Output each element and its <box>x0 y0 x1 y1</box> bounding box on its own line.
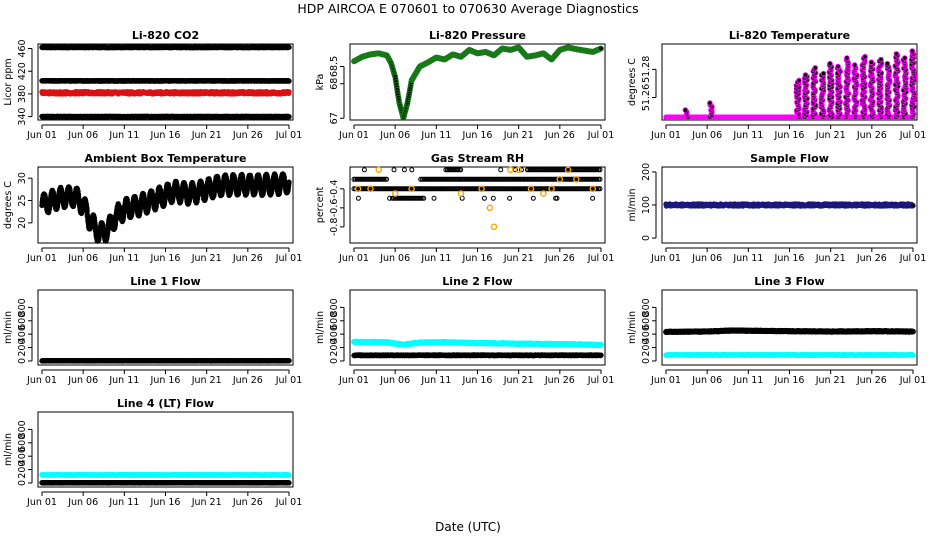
y-axis-label: degrees C <box>3 181 14 229</box>
y-tick-label: 25 <box>17 194 28 206</box>
spike-point <box>879 57 884 62</box>
x-tick-label: Jun 11 <box>732 130 763 141</box>
data-points <box>352 45 604 120</box>
x-tick-label: Jul 01 <box>899 130 927 141</box>
data-points <box>40 172 291 243</box>
y-axis-label: kPa <box>315 74 326 91</box>
series-std-high <box>40 45 291 50</box>
x-tick-label: Jul 01 <box>275 253 303 264</box>
x-tick-label: Jun 26 <box>544 130 575 141</box>
spike-point <box>803 73 808 78</box>
panel-title: Li-820 Temperature <box>729 29 850 42</box>
y-tick-label: 340 <box>17 108 28 126</box>
x-tick-label: Jun 06 <box>691 130 722 141</box>
x-axis: Jun 01 Jun 06 Jun 11 Jun 16 Jun 21 Jun 26 Jul … <box>338 125 614 141</box>
x-tick-label: Jun 16 <box>462 130 493 141</box>
x-tick-label: Jun 01 <box>338 130 369 141</box>
series-std-mid <box>40 78 291 83</box>
diagnostics-figure: HDP AIRCOA E 070601 to 070630 Average Di… <box>0 0 936 540</box>
spike-point <box>828 61 833 66</box>
panel-title: Li-820 Pressure <box>429 29 526 42</box>
x-tick-label: Jun 06 <box>67 130 98 141</box>
x-tick-label: Jun 06 <box>379 130 410 141</box>
x-tick-label: Jun 11 <box>108 253 139 264</box>
x-tick-label: Jun 21 <box>191 130 222 141</box>
spike-point <box>821 71 826 76</box>
spike-point <box>797 78 802 83</box>
y-tick-label: 67 <box>329 112 340 124</box>
x-tick-label: Jul 01 <box>275 130 303 141</box>
x-tick-label: Jun 16 <box>774 130 805 141</box>
y-axis-label: degrees C <box>627 58 638 106</box>
series-pressure <box>352 45 604 120</box>
x-axis: Jun 01 Jun 06 Jun 11 Jun 16 Jun 21 Jun 26 Jul … <box>26 248 302 264</box>
y-tick-label: 380 <box>17 85 28 103</box>
series-sample <box>40 89 291 96</box>
y-tick-label: 51.28 <box>641 56 652 83</box>
x-tick-label: Jun 21 <box>503 130 534 141</box>
spike-point <box>894 52 899 57</box>
spike-point <box>869 60 874 65</box>
panel-title: Li-820 CO2 <box>132 29 199 42</box>
spike-point <box>708 101 713 106</box>
spike-point <box>852 63 857 68</box>
x-tick-label: Jun 26 <box>232 253 263 264</box>
x-tick-label: Jun 11 <box>108 130 139 141</box>
data-point <box>287 45 291 49</box>
y-tick-label: 420 <box>17 62 28 80</box>
x-tick-label: Jun 26 <box>856 130 887 141</box>
data-point <box>599 46 604 51</box>
y-tick-label: 68 <box>329 78 340 90</box>
spike-point <box>845 56 850 61</box>
spike-point <box>813 66 818 71</box>
data-points <box>40 45 291 119</box>
series-std-low <box>40 114 291 119</box>
x-tick-label: Jun 16 <box>150 130 181 141</box>
series-temperature <box>664 49 917 120</box>
data-point <box>287 115 291 119</box>
spike-point <box>885 61 890 66</box>
x-axis: Jun 01 Jun 06 Jun 11 Jun 16 Jun 21 Jun 26 Jul … <box>650 125 926 141</box>
figure-x-label: Date (UTC) <box>435 520 501 534</box>
spike-point <box>836 64 841 69</box>
spike-point <box>910 49 915 54</box>
x-tick-label: Jun 16 <box>150 253 181 264</box>
y-tick-label: 460 <box>17 39 28 57</box>
y-axis: 20 25 30 <box>17 172 32 229</box>
spike-point <box>683 108 688 113</box>
spike-point <box>863 54 868 59</box>
x-axis: Jun 01 Jun 06 Jun 11 Jun 16 Jun 21 Jun 26 Jul … <box>26 125 302 141</box>
panel-title: Ambient Box Temperature <box>85 152 247 165</box>
data-points <box>664 49 917 120</box>
x-tick-label: Jul 01 <box>587 130 615 141</box>
x-tick-label: Jun 06 <box>67 253 98 264</box>
y-tick-label: 51.26 <box>641 84 652 111</box>
y-tick-label: 68.5 <box>329 56 340 77</box>
y-tick-label: 20 <box>17 217 28 229</box>
spike-point <box>903 56 908 61</box>
y-axis: 340 380 420 460 <box>17 39 32 125</box>
figure-title: HDP AIRCOA E 070601 to 070630 Average Di… <box>297 1 638 16</box>
y-axis-label: Licor ppm <box>3 58 14 105</box>
x-tick-label: Jun 11 <box>420 130 451 141</box>
y-tick-label: 30 <box>17 172 28 184</box>
series-ambient <box>40 172 291 243</box>
x-tick-label: Jun 01 <box>26 130 57 141</box>
x-tick-label: Jun 01 <box>26 253 57 264</box>
x-tick-label: Jun 01 <box>650 130 681 141</box>
x-tick-label: Jun 26 <box>232 130 263 141</box>
x-tick-label: Jun 21 <box>191 253 222 264</box>
data-point <box>287 90 291 94</box>
data-point <box>287 79 291 83</box>
x-tick-label: Jun 21 <box>815 130 846 141</box>
